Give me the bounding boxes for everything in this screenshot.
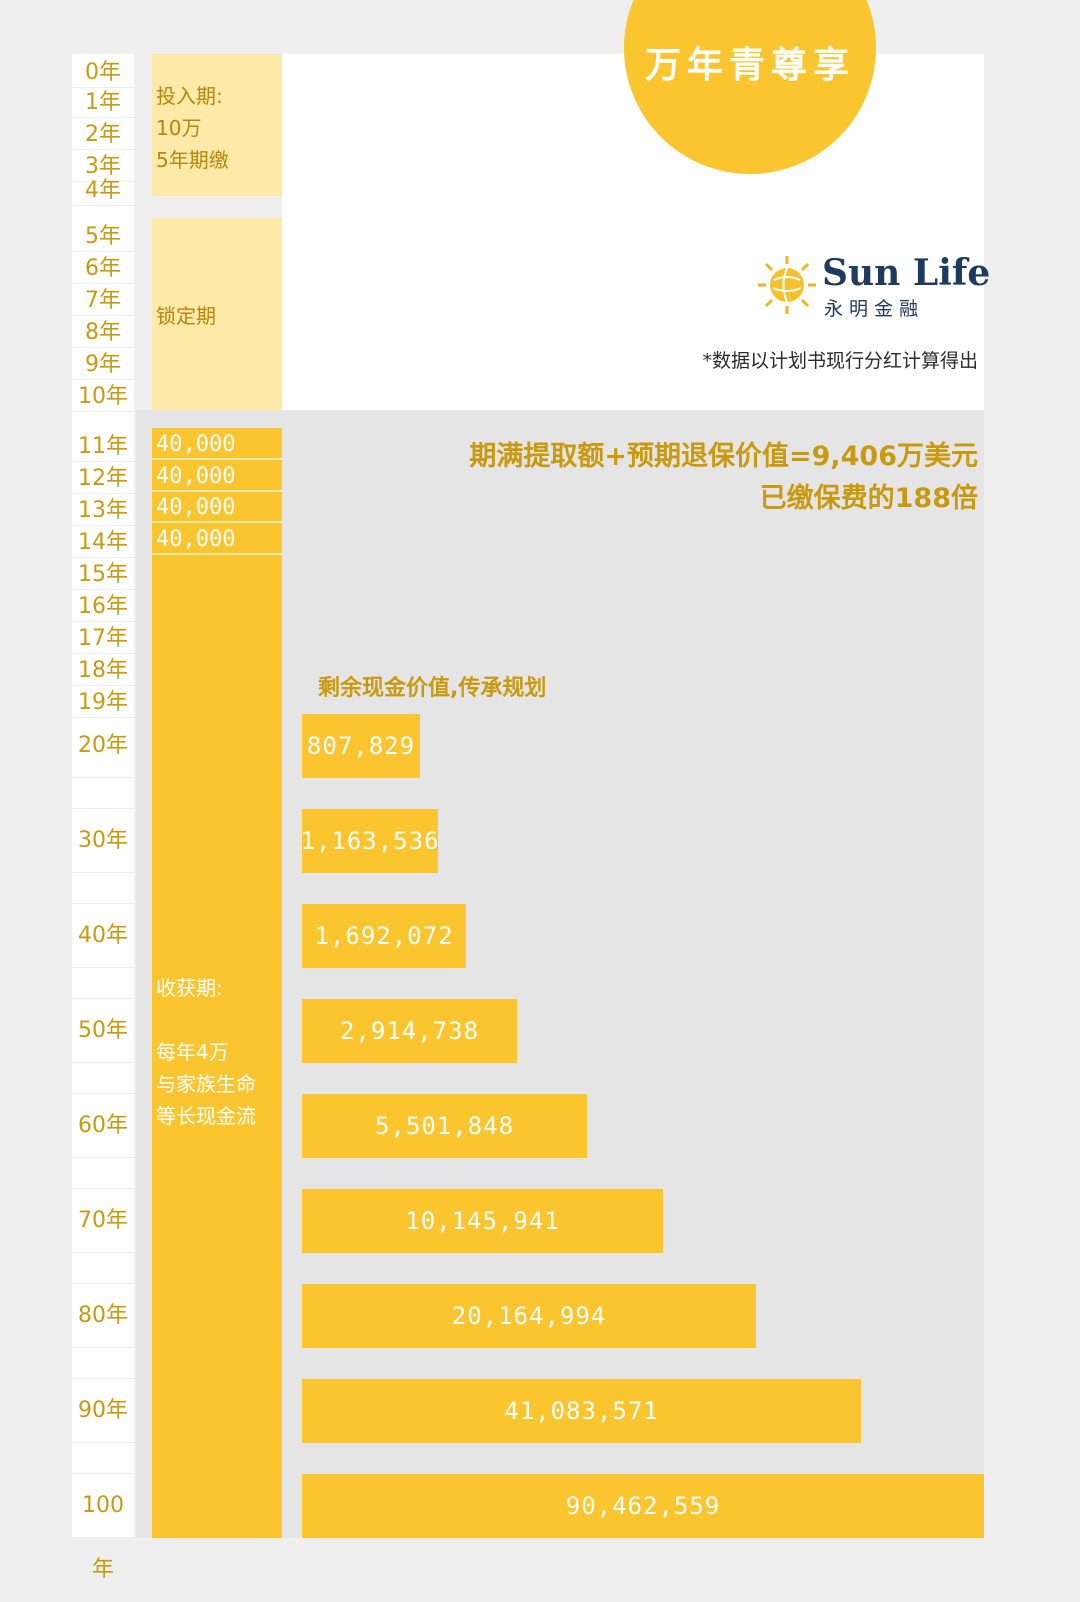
year-label: 4年 xyxy=(72,176,134,206)
year-gap-row xyxy=(72,1158,134,1189)
year-gap-row xyxy=(72,1063,134,1094)
year-label: 12年 xyxy=(72,464,134,494)
year-label: 2年 xyxy=(72,120,134,150)
bar-value-label: 41,083,571 xyxy=(504,1397,659,1425)
year-label: 30年 xyxy=(72,809,134,873)
bar-value-label: 20,164,994 xyxy=(451,1302,607,1330)
year-gap-row xyxy=(72,1348,134,1379)
year-gap-row xyxy=(72,873,134,904)
phase-lock: 锁定期 xyxy=(152,218,282,410)
phase-lock-label: 锁定期 xyxy=(156,304,216,328)
bar-value-label: 1,692,072 xyxy=(314,922,454,950)
year-gap-row xyxy=(72,1253,134,1284)
headline-total: 期满提取额+预期退保价值=9,406万美元 xyxy=(469,441,978,472)
year-label: 11年 xyxy=(72,432,134,462)
year-label: 60年 xyxy=(72,1094,134,1158)
year-gap-row xyxy=(72,778,134,809)
bar-value-label: 807,829 xyxy=(306,732,416,760)
year-label: 70年 xyxy=(72,1189,134,1253)
year-label: 13年 xyxy=(72,496,134,526)
brand-subtitle: 永 明 金 融 xyxy=(824,298,919,320)
bar-value-label: 1,163,536 xyxy=(300,827,440,855)
year-gap-row xyxy=(72,1443,134,1474)
phase-harvest: 收获期: 每年4万 与家族生命 等长现金流 xyxy=(152,428,282,1538)
year-label: 1年 xyxy=(72,88,134,118)
bar-40年: 1,692,072 xyxy=(302,904,466,968)
year-label: 14年 xyxy=(72,528,134,558)
year-label: 17年 xyxy=(72,624,134,654)
bar-20年: 807,829 xyxy=(302,714,420,778)
year-label: 15年 xyxy=(72,560,134,590)
phase-harvest-label: 收获期: 每年4万 与家族生命 等长现金流 xyxy=(156,976,256,1128)
year-label: 3年 xyxy=(72,152,134,182)
payout-cell: 40,000 xyxy=(152,462,282,492)
year-label: 5年 xyxy=(72,222,134,252)
year-label: 80年 xyxy=(72,1284,134,1348)
year-label: 40年 xyxy=(72,904,134,968)
year-label: 16年 xyxy=(72,592,134,622)
year-label: 10年 xyxy=(72,382,134,412)
year-label: 7年 xyxy=(72,286,134,316)
page-title: 万年青尊享 xyxy=(644,45,855,86)
phase-invest-label: 投入期: 10万 5年期缴 xyxy=(156,84,229,172)
year-label: 9年 xyxy=(72,350,134,380)
year-label: 18年 xyxy=(72,656,134,686)
bar-value-label: 90,462,559 xyxy=(565,1492,721,1520)
year-column: 0年 1年 2年 3年 4年 5年 6年 7年 8年 9年 10年 11年 12年 13年 14年 15年 16… xyxy=(72,54,134,1582)
bar-100年: 90,462,559 xyxy=(302,1474,984,1538)
payout-cell: 40,000 xyxy=(152,525,282,555)
year-label: 6年 xyxy=(72,254,134,284)
top-panel xyxy=(282,54,984,410)
brand-name: Sun Life xyxy=(822,252,991,294)
phase-invest: 投入期: 10万 5年期缴 xyxy=(152,54,282,196)
data-note: *数据以计划书现行分红计算得出 xyxy=(702,350,978,372)
year-label: 19年 xyxy=(72,688,134,718)
bar-50年: 2,914,738 xyxy=(302,999,517,1063)
year-label: 50年 xyxy=(72,999,134,1063)
bar-60年: 5,501,848 xyxy=(302,1094,587,1158)
year-gap-row xyxy=(72,968,134,999)
bar-value-label: 5,501,848 xyxy=(374,1112,515,1140)
year-label: 0年 xyxy=(72,58,134,88)
bar-80年: 20,164,994 xyxy=(302,1284,756,1348)
sun-logo-icon xyxy=(758,256,816,314)
bar-90年: 41,083,571 xyxy=(302,1379,861,1443)
bar-30年: 1,163,536 xyxy=(300,809,440,873)
headline-multiple: 已缴保费的188倍 xyxy=(759,483,978,514)
year-label: 100年 xyxy=(72,1474,134,1582)
chart-title: 剩余现金价值,传承规划 xyxy=(318,676,547,701)
bar-70年: 10,145,941 xyxy=(302,1189,663,1253)
year-label: 8年 xyxy=(72,318,134,348)
payout-cell: 40,000 xyxy=(152,430,282,460)
bar-value-label: 2,914,738 xyxy=(339,1017,480,1045)
bar-value-label: 10,145,941 xyxy=(405,1207,560,1235)
payout-cell: 40,000 xyxy=(152,493,282,523)
year-label: 90年 xyxy=(72,1379,134,1443)
year-label: 20年 xyxy=(72,714,134,778)
